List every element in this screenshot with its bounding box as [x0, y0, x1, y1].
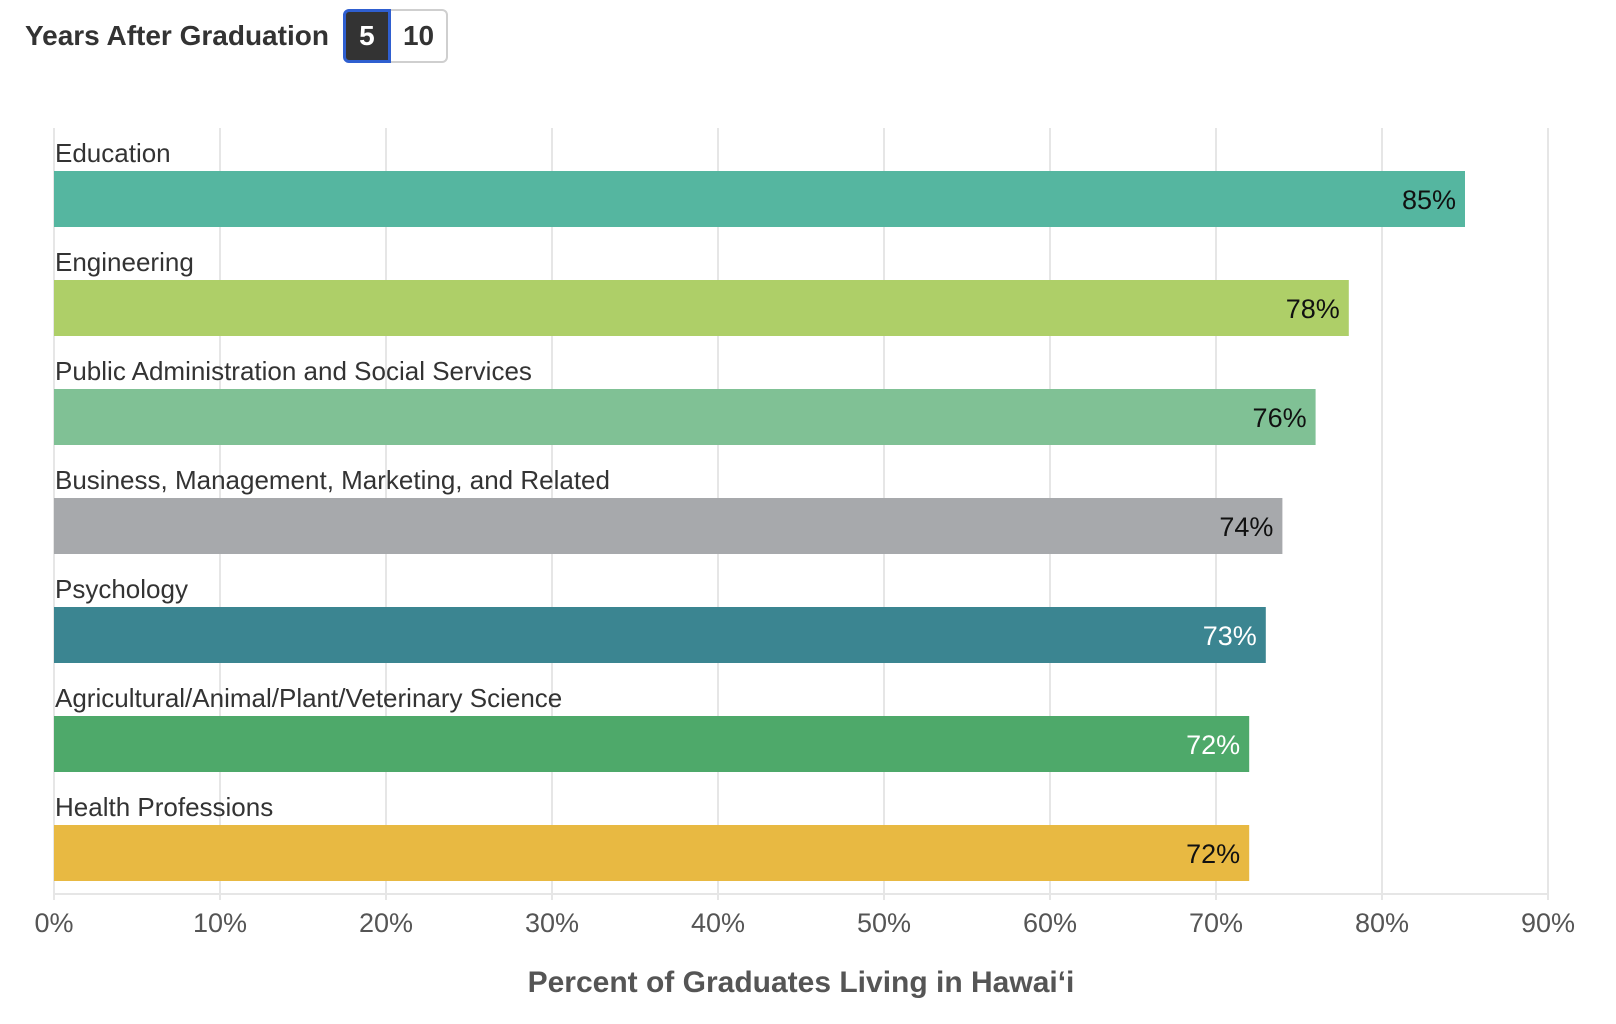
category-label: Public Administration and Social Service…	[55, 356, 532, 386]
value-label: 73%	[1203, 621, 1257, 651]
value-label: 72%	[1186, 839, 1240, 869]
bar[interactable]	[54, 389, 1316, 445]
bar[interactable]	[54, 280, 1349, 336]
x-tick-label: 20%	[359, 908, 413, 938]
bar[interactable]	[54, 607, 1266, 663]
x-axis-title: Percent of Graduates Living in Hawai‘i	[528, 966, 1075, 999]
x-tick-label: 80%	[1355, 908, 1409, 938]
x-tick-label: 30%	[525, 908, 579, 938]
value-label: 85%	[1402, 185, 1456, 215]
bar[interactable]	[54, 171, 1465, 227]
x-tick-label: 40%	[691, 908, 745, 938]
bar-row: Engineering 78%	[54, 247, 1349, 336]
x-tick-label: 60%	[1023, 908, 1077, 938]
x-tick-label: 50%	[857, 908, 911, 938]
value-label: 78%	[1286, 294, 1340, 324]
years-toggle-group: 5 10	[342, 9, 449, 63]
category-label: Health Professions	[55, 792, 273, 822]
category-label: Psychology	[55, 574, 188, 604]
years-after-graduation-label: Years After Graduation	[25, 20, 329, 51]
value-label: 76%	[1253, 403, 1307, 433]
bar-row: Psychology 73%	[54, 574, 1266, 663]
bar[interactable]	[54, 498, 1283, 554]
bar-row: Health Professions 72%	[54, 792, 1250, 881]
x-tick-label: 10%	[193, 908, 247, 938]
bar[interactable]	[54, 716, 1250, 772]
x-tick-label: 70%	[1189, 908, 1243, 938]
category-label: Business, Management, Marketing, and Rel…	[55, 465, 610, 495]
bar-row: Public Administration and Social Service…	[54, 356, 1316, 445]
category-label: Education	[55, 138, 171, 168]
years-10-button[interactable]: 10	[390, 9, 449, 63]
bar-row: Agricultural/Animal/Plant/Veterinary Sci…	[54, 683, 1250, 772]
bar[interactable]	[54, 825, 1250, 881]
x-axis-ticks: 0% 10% 20% 30% 40% 50% 60% 70% 80% 90%	[34, 908, 1575, 938]
x-tick-label: 90%	[1521, 908, 1575, 938]
category-label: Agricultural/Animal/Plant/Veterinary Sci…	[55, 683, 562, 713]
bar-row: Education 85%	[54, 138, 1465, 227]
value-label: 72%	[1186, 730, 1240, 760]
years-after-graduation-control: Years After Graduation 5 10	[25, 8, 449, 64]
years-5-button[interactable]: 5	[342, 9, 391, 63]
category-label: Engineering	[55, 247, 194, 277]
bars: Education 85% Engineering 78% Public Adminis…	[54, 138, 1465, 881]
x-tick-label: 0%	[34, 908, 73, 938]
value-label: 74%	[1219, 512, 1273, 542]
bar-row: Business, Management, Marketing, and Rel…	[54, 465, 1283, 554]
